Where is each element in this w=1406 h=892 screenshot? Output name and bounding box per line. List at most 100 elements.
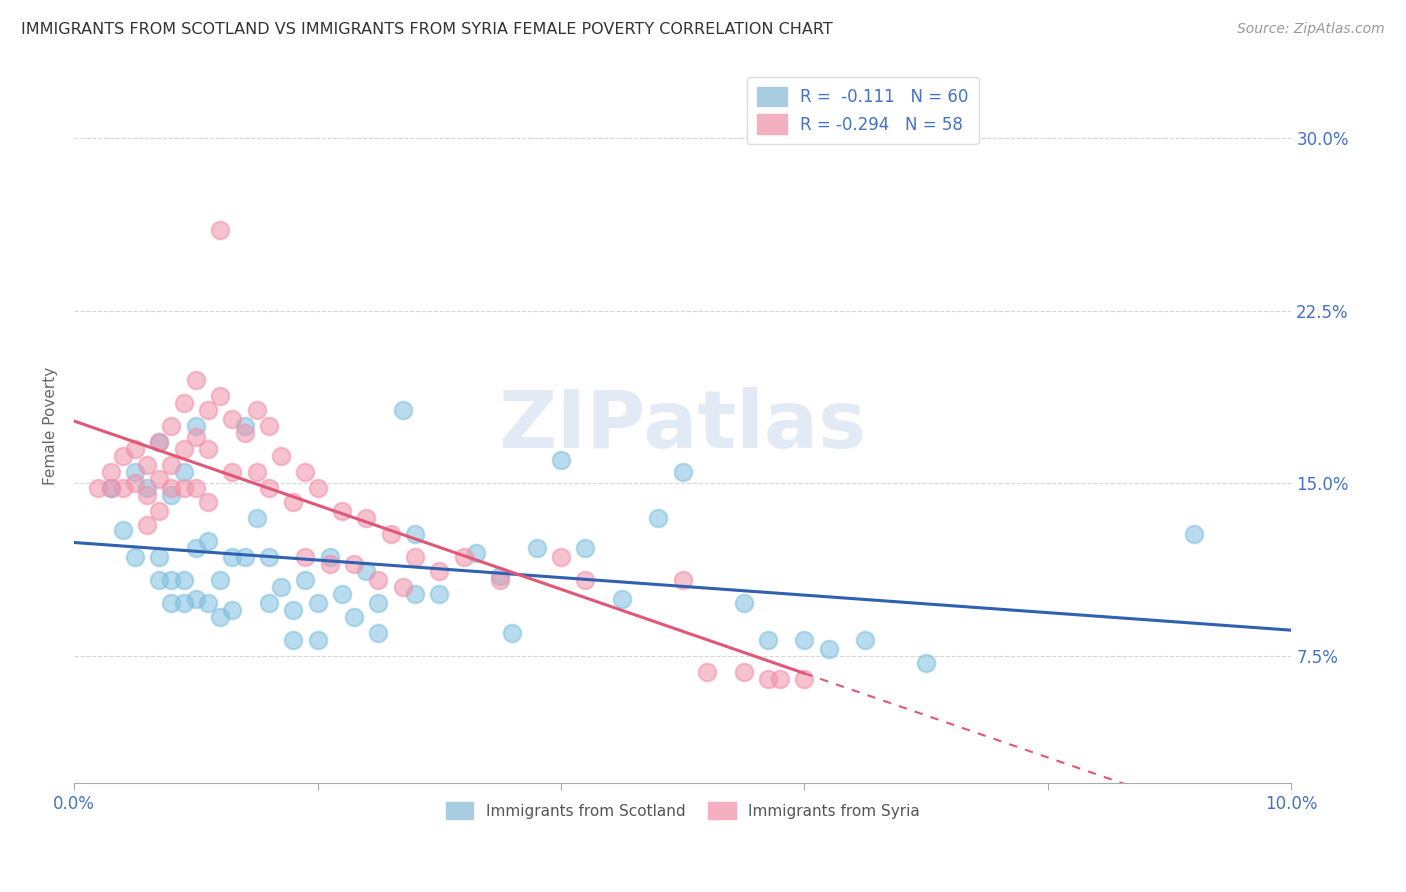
Point: [367, 573, 389, 587]
Point: [733, 665, 755, 680]
Point: [173, 596, 195, 610]
Point: [246, 402, 269, 417]
Point: [184, 373, 207, 387]
Point: [270, 580, 292, 594]
Point: [307, 633, 329, 648]
Point: [184, 481, 207, 495]
Legend: Immigrants from Scotland, Immigrants from Syria: Immigrants from Scotland, Immigrants fro…: [440, 796, 925, 825]
Point: [100, 481, 122, 495]
Point: [330, 587, 353, 601]
Text: IMMIGRANTS FROM SCOTLAND VS IMMIGRANTS FROM SYRIA FEMALE POVERTY CORRELATION CHA: IMMIGRANTS FROM SCOTLAND VS IMMIGRANTS F…: [21, 22, 832, 37]
Point: [148, 434, 170, 449]
Point: [148, 434, 170, 449]
Point: [100, 481, 122, 495]
Point: [257, 596, 280, 610]
Point: [184, 541, 207, 555]
Point: [221, 603, 243, 617]
Point: [696, 665, 718, 680]
Y-axis label: Female Poverty: Female Poverty: [44, 367, 58, 485]
Point: [173, 465, 195, 479]
Point: [246, 511, 269, 525]
Point: [173, 573, 195, 587]
Point: [319, 557, 342, 571]
Point: [257, 550, 280, 565]
Point: [283, 603, 305, 617]
Text: ZIPatlas: ZIPatlas: [499, 387, 868, 465]
Point: [343, 557, 366, 571]
Point: [672, 573, 695, 587]
Point: [501, 626, 523, 640]
Point: [853, 633, 876, 648]
Point: [233, 425, 256, 440]
Point: [160, 596, 183, 610]
Point: [550, 453, 572, 467]
Point: [453, 550, 475, 565]
Point: [184, 430, 207, 444]
Point: [197, 534, 219, 549]
Point: [574, 541, 596, 555]
Point: [647, 511, 669, 525]
Point: [915, 656, 938, 670]
Point: [257, 481, 280, 495]
Point: [610, 591, 633, 606]
Point: [672, 465, 695, 479]
Point: [124, 476, 146, 491]
Point: [307, 596, 329, 610]
Point: [391, 580, 413, 594]
Point: [197, 402, 219, 417]
Point: [173, 442, 195, 456]
Point: [257, 418, 280, 433]
Point: [148, 472, 170, 486]
Point: [756, 633, 779, 648]
Point: [136, 517, 159, 532]
Point: [160, 488, 183, 502]
Point: [100, 465, 122, 479]
Point: [173, 481, 195, 495]
Point: [793, 673, 815, 687]
Point: [111, 449, 134, 463]
Point: [404, 527, 426, 541]
Point: [526, 541, 548, 555]
Point: [793, 633, 815, 648]
Point: [489, 573, 512, 587]
Point: [233, 418, 256, 433]
Point: [173, 395, 195, 409]
Point: [404, 587, 426, 601]
Point: [343, 610, 366, 624]
Point: [367, 596, 389, 610]
Point: [574, 573, 596, 587]
Point: [184, 418, 207, 433]
Point: [427, 564, 450, 578]
Point: [124, 550, 146, 565]
Point: [283, 495, 305, 509]
Point: [404, 550, 426, 565]
Point: [111, 481, 134, 495]
Point: [307, 481, 329, 495]
Point: [294, 550, 316, 565]
Point: [221, 550, 243, 565]
Point: [184, 591, 207, 606]
Point: [124, 442, 146, 456]
Point: [489, 568, 512, 582]
Point: [733, 596, 755, 610]
Point: [136, 488, 159, 502]
Point: [233, 550, 256, 565]
Point: [136, 458, 159, 472]
Point: [160, 418, 183, 433]
Point: [270, 449, 292, 463]
Point: [294, 573, 316, 587]
Point: [1182, 527, 1205, 541]
Point: [294, 465, 316, 479]
Point: [124, 465, 146, 479]
Point: [817, 642, 839, 657]
Point: [160, 481, 183, 495]
Point: [111, 523, 134, 537]
Point: [209, 610, 232, 624]
Point: [354, 564, 377, 578]
Point: [221, 465, 243, 479]
Point: [136, 481, 159, 495]
Point: [464, 545, 486, 559]
Point: [209, 573, 232, 587]
Point: [319, 550, 342, 565]
Point: [246, 465, 269, 479]
